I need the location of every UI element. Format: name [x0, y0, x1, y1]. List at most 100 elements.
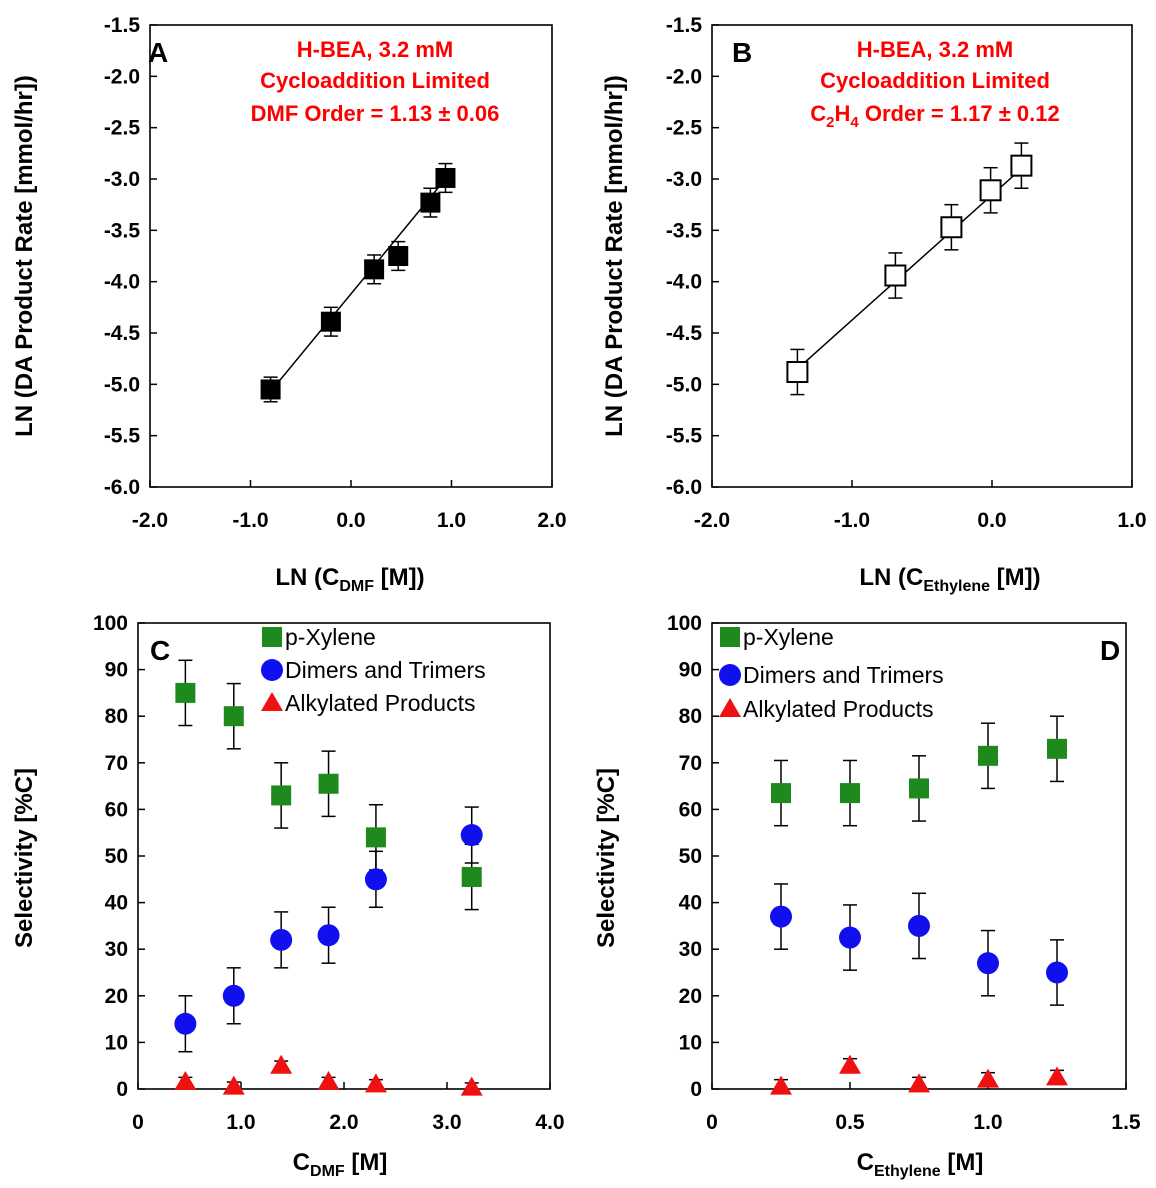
panel-b: -1.5 -2.0 -2.5 -3.0 -3.5 -4.0 -4.5 -5.0 -5.5 -6.0…	[601, 14, 1147, 595]
point-open-square	[940, 216, 963, 239]
point-triangle	[460, 1076, 483, 1096]
y-tick-label: -1.5	[104, 14, 141, 37]
y-tick-label: 80	[105, 705, 128, 728]
point-square	[840, 783, 860, 804]
point-open-square	[1010, 154, 1033, 177]
y-tick-label: -5.0	[104, 373, 140, 396]
y-tick-label: 60	[105, 798, 128, 821]
x-tick-label: 0.0	[977, 509, 1006, 532]
y-tick-label: 0	[116, 1078, 128, 1101]
x-tick-label: 0.0	[336, 509, 365, 532]
y-tick-label: 30	[105, 938, 128, 961]
point-square	[388, 246, 409, 266]
annotation-order-part: 2	[826, 114, 834, 131]
point-square	[262, 627, 282, 647]
y-tick-label: -3.0	[666, 168, 702, 191]
point-square	[271, 785, 292, 806]
y-tick-label: 0	[690, 1078, 702, 1101]
x-tick-label: 2.0	[329, 1111, 358, 1134]
y-tick-label: -2.0	[104, 65, 140, 88]
y-tick-label: 80	[679, 705, 702, 728]
x-tick-label: 3.0	[432, 1111, 461, 1134]
y-tick-label: 50	[679, 845, 702, 868]
series-1	[770, 883, 1068, 1006]
legend-label: p-Xylene	[285, 624, 376, 650]
series-1	[174, 806, 483, 1053]
y-tick-label: 90	[679, 659, 702, 682]
y-tick-label: 20	[679, 985, 702, 1008]
legend: p-Xylene Dimers and Trimers Alkylated Prod…	[719, 624, 944, 722]
y-tick-label: 50	[105, 845, 128, 868]
point-open-square	[786, 361, 809, 384]
y-tick-label: -1.5	[666, 14, 703, 37]
annotation-regime: Cycloaddition Limited	[260, 68, 490, 93]
x-axis-label-tail: [M])	[374, 564, 425, 591]
series-2	[770, 1054, 1068, 1095]
point-triangle	[977, 1068, 999, 1088]
point-open-square	[979, 179, 1002, 202]
y-tick-label: -2.5	[104, 117, 141, 140]
y-tick-label: -6.0	[666, 476, 702, 499]
x-axis-label: CDMF [M]	[293, 1149, 388, 1180]
point-square	[435, 167, 456, 188]
x-axis-label-main: C	[857, 1149, 874, 1176]
series-0	[771, 715, 1067, 827]
x-tick-label: 1.5	[1111, 1111, 1141, 1134]
x-tick-label: 0	[132, 1111, 144, 1134]
x-tick-label: 1.0	[1117, 509, 1146, 532]
x-axis-label-tail: [M]	[941, 1149, 984, 1176]
x-axis-label: LN (CEthylene [M])	[859, 564, 1040, 595]
y-tick-label: 70	[105, 752, 128, 775]
y-tick-label: 70	[679, 752, 702, 775]
annotation-order: DMF Order = 1.13 ± 0.06	[251, 101, 500, 126]
y-tick-label: 100	[93, 612, 128, 635]
x-axis-label-sub: DMF	[310, 1163, 345, 1180]
point-square	[365, 827, 386, 848]
point-triangle	[261, 692, 283, 711]
legend-label: Alkylated Products	[285, 690, 475, 716]
series-2	[174, 1054, 483, 1096]
y-tick-label: 60	[679, 798, 702, 821]
point-triangle	[770, 1075, 792, 1095]
point-square	[364, 259, 385, 280]
plot-frame	[711, 622, 1127, 1090]
point-triangle	[908, 1073, 930, 1093]
point-square	[1047, 738, 1067, 759]
y-tick-label: 30	[679, 938, 702, 961]
point-square	[420, 192, 441, 213]
y-axis-label: LN (DA Product Rate [mmol/hr])	[11, 75, 38, 437]
x-axis-label: LN (CDMF [M])	[275, 564, 424, 595]
point-triangle	[364, 1073, 387, 1093]
panel-letter: C	[150, 635, 170, 666]
x-axis-label-sub: DMF	[339, 578, 374, 595]
legend-label: Dimers and Trimers	[285, 657, 486, 683]
point-triangle	[1046, 1066, 1068, 1086]
annotation-order: C2H4 Order = 1.17 ± 0.12	[810, 101, 1060, 131]
point-square	[461, 866, 482, 887]
point-square	[978, 745, 998, 766]
x-axis-label-tail: [M]	[345, 1149, 388, 1176]
y-tick-label: -4.5	[666, 322, 703, 345]
y-tick-label: -2.0	[666, 65, 702, 88]
x-axis-label-main: C	[293, 1149, 310, 1176]
point-circle	[270, 928, 293, 951]
y-tick-label: -3.5	[666, 219, 703, 242]
point-circle	[977, 952, 999, 975]
series-0	[786, 142, 1033, 396]
y-tick-label: 20	[105, 985, 128, 1008]
x-axis-label: CEthylene [M]	[857, 1149, 984, 1180]
point-circle	[839, 926, 861, 949]
series-0	[260, 162, 456, 403]
y-axis-label: Selectivity [%C]	[11, 768, 38, 948]
fit-line	[270, 178, 447, 392]
y-tick-label: -5.5	[104, 425, 141, 448]
point-square	[223, 706, 244, 727]
point-circle	[908, 914, 930, 937]
point-circle	[364, 868, 387, 891]
x-tick-label: 0.5	[835, 1111, 865, 1134]
point-square	[260, 379, 281, 400]
y-tick-label: -3.0	[104, 168, 140, 191]
y-tick-label: -5.0	[666, 373, 702, 396]
x-axis-label-sub: Ethylene	[874, 1163, 941, 1180]
y-tick-label: 10	[679, 1031, 702, 1054]
